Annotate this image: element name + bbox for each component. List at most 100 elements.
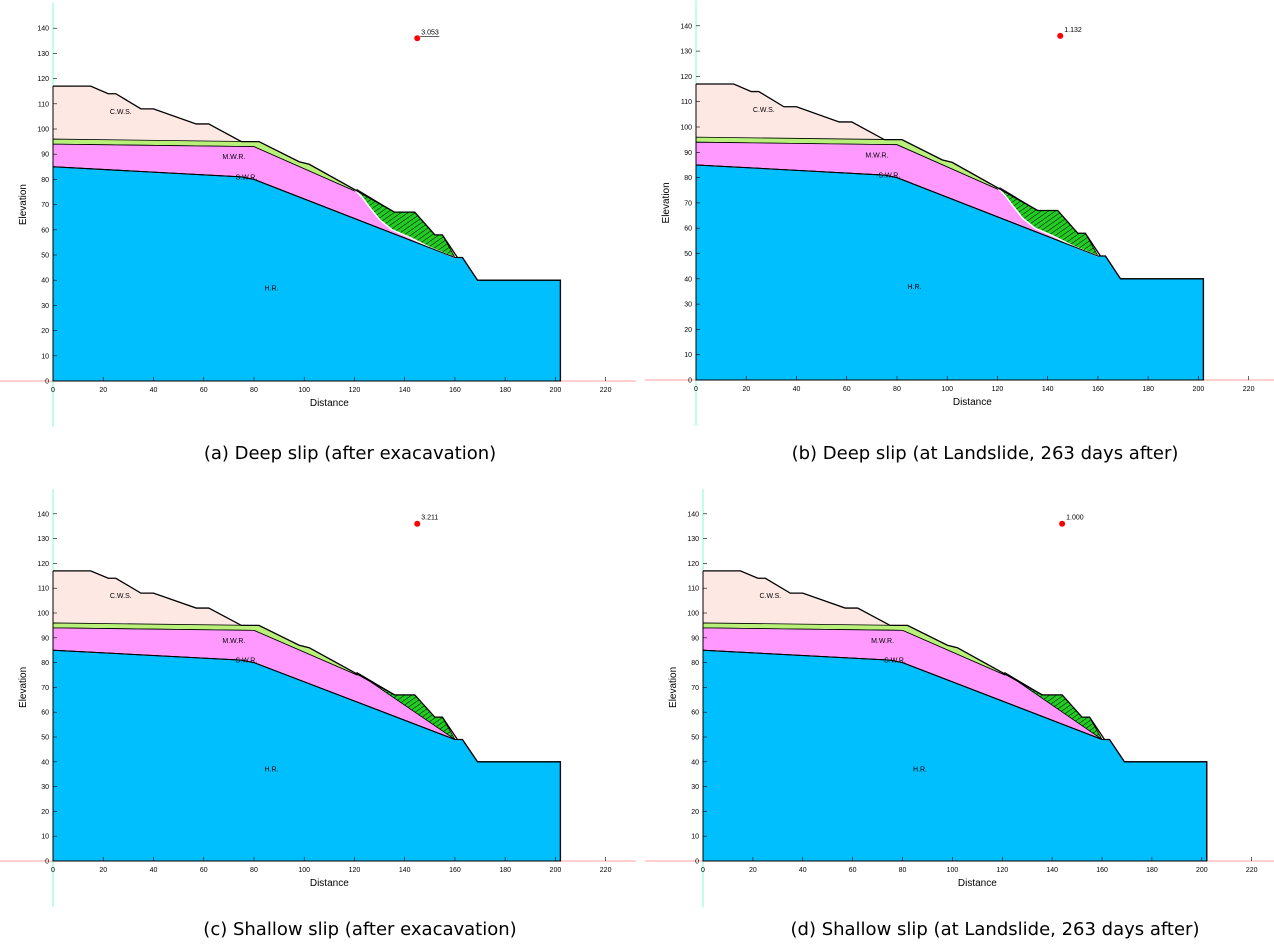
y-tick-label-b: 30 [684, 302, 692, 309]
caption-a: (a) Deep slip (after exacavation) [203, 443, 497, 464]
x-tick-label-c: 80 [250, 867, 258, 874]
y-tick-label-b: 0 [688, 378, 692, 385]
fos-value-c: 3.211 [421, 515, 438, 522]
x-tick-label-c: 100 [298, 867, 310, 874]
slope-diagram-b: 0 20 40 60 80 100 120 140 160 180 200 220 0 10 20 30 40 5… [645, 0, 1274, 426]
y-tick-label-c: 40 [41, 759, 49, 766]
x-tick-label-b: 20 [742, 386, 750, 393]
x-tick-label-c: 160 [449, 867, 461, 874]
x-tick-label-a: 140 [399, 387, 411, 394]
layer-label-cws-d: C.W.S. [759, 593, 781, 600]
y-tick-label-c: 70 [41, 685, 49, 692]
y-tick-label-a: 30 [41, 303, 49, 310]
y-axis-label-b: Elevation [661, 182, 672, 223]
layer-label-swr-b: S.W.R. [879, 173, 901, 180]
x-tick-label-b: 180 [1142, 386, 1154, 393]
y-tick-label-a: 130 [37, 51, 49, 58]
x-tick-label-a: 180 [499, 387, 511, 394]
layer-label-hr-c: H.R. [265, 767, 279, 774]
panel-b: 0 20 40 60 80 100 120 140 160 180 200 220 0 10 20 30 40 5… [645, 0, 1274, 464]
x-tick-label-a: 60 [200, 387, 208, 394]
y-tick-label-c: 30 [41, 784, 49, 791]
y-tick-label-a: 40 [41, 278, 49, 285]
y-tick-label-b: 120 [680, 74, 692, 81]
slope-diagram-a: 0 20 40 60 80 100 120 140 160 180 200 220 0 10 20 30 40 5… [0, 3, 636, 427]
y-tick-label-d: 130 [687, 536, 699, 543]
x-tick-label-d: 20 [749, 867, 757, 874]
y-tick-label-c: 110 [38, 586, 49, 593]
x-tick-label-c: 200 [550, 867, 562, 874]
y-tick-label-c: 20 [41, 809, 49, 816]
x-tick-label-c: 40 [150, 867, 158, 874]
layer-label-mwr-a: M.W.R. [222, 154, 245, 161]
y-axis-label-d: Elevation [668, 667, 679, 708]
y-tick-label-d: 30 [691, 784, 699, 791]
fos-point-d [1059, 520, 1066, 527]
y-tick-label-a: 90 [41, 152, 49, 159]
fos-point-b [1057, 32, 1064, 39]
y-tick-label-b: 110 [681, 99, 692, 106]
y-tick-label-d: 50 [691, 735, 699, 742]
x-tick-label-d: 220 [1246, 867, 1258, 874]
y-tick-label-d: 140 [687, 511, 699, 518]
caption-c: (c) Shallow slip (after exacavation) [203, 919, 517, 940]
y-tick-label-b: 80 [684, 175, 692, 182]
hr-top-line-d [702, 649, 1103, 740]
x-tick-label-b: 140 [1042, 386, 1054, 393]
slope-diagram-c: 0 20 40 60 80 100 120 140 160 180 200 220 0 10 20 30 40 5… [0, 489, 636, 907]
layer-label-cws-b: C.W.S. [753, 107, 775, 114]
x-tick-label-a: 100 [298, 387, 310, 394]
x-axis-label-d: Distance [958, 878, 997, 889]
y-tick-label-d: 0 [695, 859, 699, 866]
y-tick-label-b: 60 [684, 226, 692, 233]
y-tick-label-b: 10 [684, 352, 692, 359]
x-tick-label-c: 0 [51, 867, 55, 874]
x-tick-label-c: 20 [99, 867, 107, 874]
caption-d: (d) Shallow slip (at Landslide, 263 days… [790, 919, 1200, 940]
y-tick-label-d: 120 [687, 561, 699, 568]
panel-a: 0 20 40 60 80 100 120 140 160 180 200 220 0 10 20 30 40 5… [0, 0, 640, 464]
y-axis-label-a: Elevation [18, 184, 29, 225]
y-tick-label-c: 120 [37, 561, 49, 568]
y-tick-label-a: 0 [45, 379, 49, 386]
layer-label-hr-d: H.R. [913, 767, 927, 774]
fos-value-d: 1.000 [1066, 515, 1084, 522]
y-tick-label-a: 50 [41, 253, 49, 260]
y-tick-label-d: 20 [691, 809, 699, 816]
y-tick-label-d: 70 [691, 685, 699, 692]
y-tick-label-d: 80 [691, 660, 699, 667]
y-tick-label-c: 130 [37, 536, 49, 543]
hr-top-line-c [52, 649, 456, 740]
x-tick-label-b: 100 [941, 386, 953, 393]
x-tick-label-a: 40 [150, 387, 158, 394]
y-tick-label-a: 60 [41, 227, 49, 234]
x-tick-label-a: 160 [449, 387, 461, 394]
ground-surface-d [703, 570, 1208, 861]
y-tick-label-c: 60 [41, 710, 49, 717]
x-tick-label-a: 220 [600, 387, 612, 394]
y-tick-label-c: 10 [41, 834, 49, 841]
x-tick-label-d: 140 [1046, 867, 1058, 874]
fos-point-a [414, 35, 421, 42]
layer-label-hr-a: H.R. [265, 285, 279, 292]
y-tick-label-a: 80 [41, 177, 49, 184]
layer-label-cws-c: C.W.S. [110, 593, 132, 600]
y-tick-label-a: 100 [37, 127, 49, 134]
y-tick-label-a: 10 [41, 353, 49, 360]
caption-b: (b) Deep slip (at Landslide, 263 days af… [791, 443, 1179, 464]
y-tick-label-b: 90 [684, 150, 692, 157]
y-tick-label-a: 140 [37, 26, 49, 33]
y-tick-label-b: 70 [684, 200, 692, 207]
x-tick-label-d: 80 [899, 867, 907, 874]
fos-value-a: 3.053 [421, 29, 439, 36]
x-tick-label-d: 120 [996, 867, 1008, 874]
y-tick-label-b: 100 [680, 125, 692, 132]
y-tick-label-a: 20 [41, 328, 49, 335]
x-tick-label-d: 100 [947, 867, 959, 874]
ground-surface-b [696, 83, 1205, 380]
y-tick-label-d: 40 [691, 759, 699, 766]
x-tick-label-c: 60 [200, 867, 208, 874]
x-tick-label-b: 40 [793, 386, 801, 393]
y-tick-label-c: 100 [37, 611, 49, 618]
y-tick-label-d: 110 [688, 586, 699, 593]
